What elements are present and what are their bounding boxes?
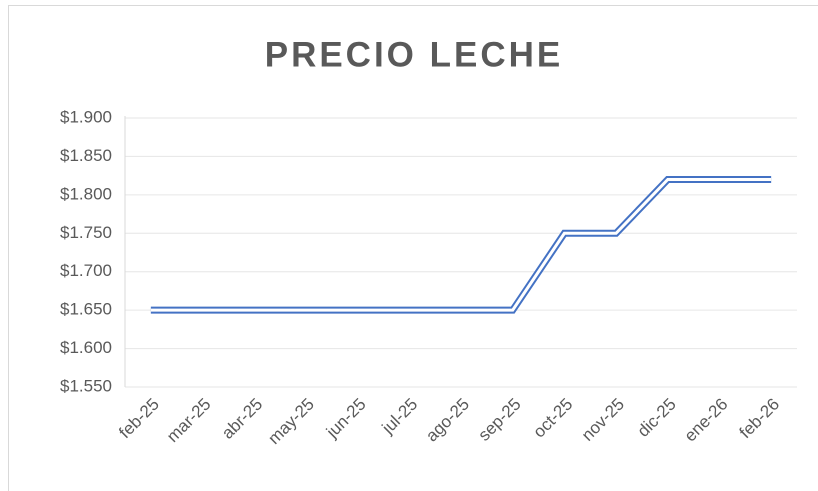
y-tick-label: $1.550 [60,376,112,395]
y-tick-label: $1.850 [60,146,112,165]
y-tick-label: $1.700 [60,261,112,280]
line-inner [150,177,772,312]
y-tick-label: $1.600 [60,338,112,357]
chart-frame [8,5,818,491]
y-tick-label: $1.800 [60,184,112,203]
y-tick-label: $1.750 [60,223,112,242]
chart-title: PRECIO LECHE [265,35,564,74]
y-tick-label: $1.650 [60,300,112,319]
y-tick-label: $1.900 [60,107,112,126]
